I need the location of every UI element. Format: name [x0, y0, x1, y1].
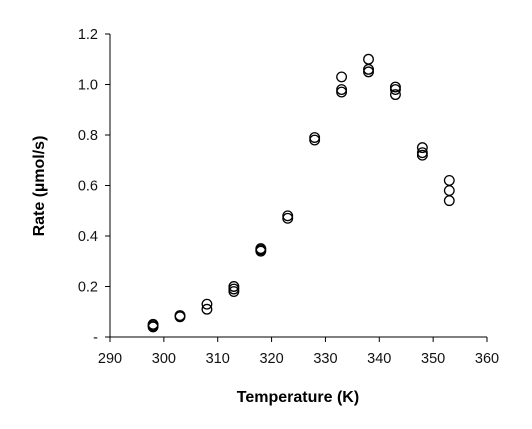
x-tick-label: 330	[313, 351, 337, 367]
y-tick-label: 0.2	[78, 280, 98, 296]
data-point	[228, 281, 240, 292]
y-tick-label: 1.0	[78, 78, 98, 94]
x-tick-label: 320	[259, 351, 283, 367]
data-point	[416, 147, 428, 159]
plot-area: - 0.2 0.4 0.6 0.8 1.0 1.2 290 300 310 320 330 340 350…	[78, 27, 499, 367]
y-tick-label: 0.4	[78, 229, 98, 245]
data-point	[443, 185, 455, 197]
data-point	[147, 320, 159, 332]
y-axis-title: Rate (µmol/s)	[31, 136, 48, 237]
data-point	[363, 53, 374, 65]
data-point	[174, 310, 186, 321]
x-tick-label: 300	[152, 351, 176, 367]
y-tick-label: -	[93, 330, 98, 346]
data-point	[416, 142, 428, 154]
data-point	[443, 195, 455, 207]
data-point	[282, 210, 294, 222]
x-tick-label: 360	[475, 351, 499, 367]
data-point	[201, 303, 213, 315]
x-tick-label: 290	[98, 351, 122, 367]
data-point	[443, 174, 455, 186]
data-point	[201, 298, 213, 310]
y-tick-label: 0.8	[78, 128, 98, 144]
data-point	[309, 132, 321, 143]
data-point	[389, 81, 401, 93]
data-point	[389, 89, 401, 101]
data-point	[255, 244, 267, 256]
x-tick-label: 310	[206, 351, 230, 367]
x-axis-title: Temperature (K)	[237, 389, 359, 406]
y-tick-label: 1.2	[78, 27, 98, 43]
x-tick-label: 350	[421, 351, 445, 367]
y-tick-label: 0.6	[78, 179, 98, 195]
data-point	[336, 71, 348, 83]
data-point	[336, 84, 348, 96]
x-tick-label: 340	[367, 351, 391, 367]
